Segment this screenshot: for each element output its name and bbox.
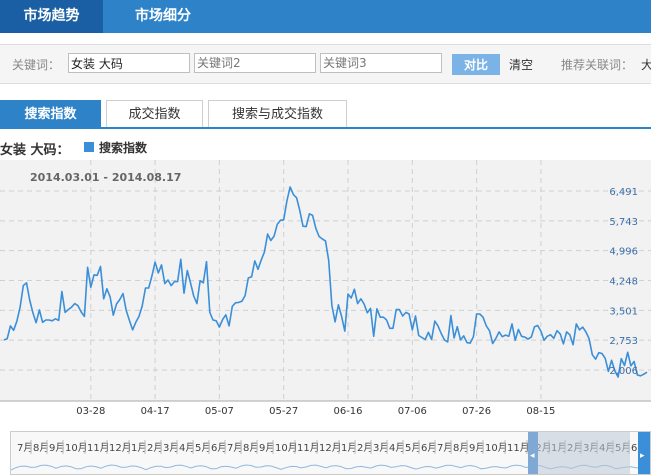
- keyword-label: 关键词：: [12, 58, 61, 72]
- navigator-month-label: 10月: [485, 442, 508, 454]
- navigator-month-label: 5月: [195, 442, 211, 454]
- navigator-month-label: 11月: [507, 442, 530, 454]
- navigator-month-label: 7月: [437, 442, 453, 454]
- tab-search-and-transaction[interactable]: 搜索与成交指数: [208, 100, 347, 127]
- navigator-month-label: 1月: [341, 442, 357, 454]
- x-tick-label: 05-07: [205, 406, 234, 417]
- y-tick-label: 4,248: [609, 277, 638, 288]
- navigator-month-label: 2月: [357, 442, 373, 454]
- navigator-right-handle[interactable]: [638, 432, 650, 475]
- navigator-month-label: 11月: [87, 442, 110, 454]
- navigator-month-label: 4月: [179, 442, 195, 454]
- compare-button[interactable]: 对比: [452, 54, 500, 75]
- navigator-month-label: 4月: [389, 442, 405, 454]
- grid-horizontal: [0, 190, 651, 371]
- search-index-chart: 2014.03.01 - 2014.08.17 2,006 2,753 3,501 4…: [0, 160, 651, 417]
- left-handle-arrow-icon: ◂: [530, 451, 535, 461]
- navigator-month-label: 8月: [243, 442, 259, 454]
- y-tick-label: 4,996: [609, 247, 638, 258]
- navigator-month-label: 3月: [163, 442, 179, 454]
- navigator-month-label: 2月: [147, 442, 163, 454]
- time-range-navigator[interactable]: 7月 8月 9月 10月 11月 12月 1月 2月 3月 4月 5月 6月 7月 8月 9月 10月 11月 1…: [10, 431, 651, 475]
- tab-market-trend[interactable]: 市场趋势: [0, 0, 103, 33]
- sub-tabs-underline: [0, 127, 651, 129]
- y-tick-label: 2,006: [609, 366, 638, 377]
- navigator-month-label: 12月: [319, 442, 342, 454]
- navigator-month-label: 12月: [109, 442, 132, 454]
- y-tick-label: 6,491: [609, 187, 638, 198]
- legend-series-name[interactable]: 搜索指数: [99, 141, 148, 155]
- date-range-label: 2014.03.01 - 2014.08.17: [30, 171, 181, 184]
- keyword-input-2[interactable]: [194, 53, 316, 73]
- navigator-month-label: 9月: [49, 442, 65, 454]
- tab-transaction-index[interactable]: 成交指数: [106, 100, 203, 127]
- series-line: [3, 186, 648, 378]
- recommend-label: 推荐关联词：: [561, 58, 634, 72]
- recommend-keyword[interactable]: 大: [641, 58, 651, 72]
- top-nav-bar: 市场趋势 市场细分: [0, 0, 651, 33]
- tab-market-segment[interactable]: 市场细分: [135, 8, 191, 24]
- x-axis-labels: 03-28 04-17 05-07 05-27 06-16 07-06 07-26 08-15: [76, 406, 555, 417]
- navigator-month-label: 7月: [227, 442, 243, 454]
- y-axis-labels: 2,006 2,753 3,501 4,248 4,996 5,743 6,491: [609, 187, 638, 377]
- y-tick-label: 2,753: [609, 336, 638, 347]
- right-handle-arrow-icon: ▸: [640, 451, 645, 461]
- navigator-month-label: 3月: [373, 442, 389, 454]
- navigator-month-label: 11月: [297, 442, 320, 454]
- tab-search-index[interactable]: 搜索指数: [0, 100, 101, 127]
- navigator-svg: 7月 8月 9月 10月 11月 12月 1月 2月 3月 4月 5月 6月 7月 8月 9月 10月 11月 1…: [11, 432, 650, 475]
- y-tick-label: 5,743: [609, 217, 638, 228]
- navigator-left-handle[interactable]: [528, 432, 538, 475]
- x-tick-label: 07-26: [462, 406, 491, 417]
- keyword-input-1[interactable]: [68, 53, 190, 73]
- grid-vertical: [90, 160, 542, 401]
- navigator-month-label: 10月: [65, 442, 88, 454]
- navigator-month-label: 7月: [17, 442, 33, 454]
- navigator-month-label: 9月: [469, 442, 485, 454]
- x-tick-label: 07-06: [398, 406, 427, 417]
- navigator-selection[interactable]: [533, 432, 630, 475]
- navigator-month-label: 9月: [259, 442, 275, 454]
- x-tick-label: 08-15: [526, 406, 555, 417]
- x-tick-label: 03-28: [76, 406, 105, 417]
- navigator-month-label: 8月: [33, 442, 49, 454]
- y-tick-label: 3,501: [609, 306, 638, 317]
- keyword-input-3[interactable]: [320, 53, 442, 73]
- navigator-month-label: 6月: [211, 442, 227, 454]
- navigator-month-label: 8月: [453, 442, 469, 454]
- clear-button[interactable]: 清空: [509, 58, 534, 72]
- x-tick-label: 06-16: [333, 406, 362, 417]
- navigator-month-label: 6月: [421, 442, 437, 454]
- navigator-month-label: 5月: [405, 442, 421, 454]
- legend-keyword: 女装 大码：: [0, 143, 70, 158]
- keyword-bar: 关键词： 对比 清空 推荐关联词： 大: [0, 44, 651, 84]
- legend-swatch: [84, 142, 94, 152]
- navigator-month-label: 10月: [275, 442, 298, 454]
- navigator-month-label: 1月: [131, 442, 147, 454]
- x-tick-label: 05-27: [269, 406, 298, 417]
- x-tick-label: 04-17: [141, 406, 170, 417]
